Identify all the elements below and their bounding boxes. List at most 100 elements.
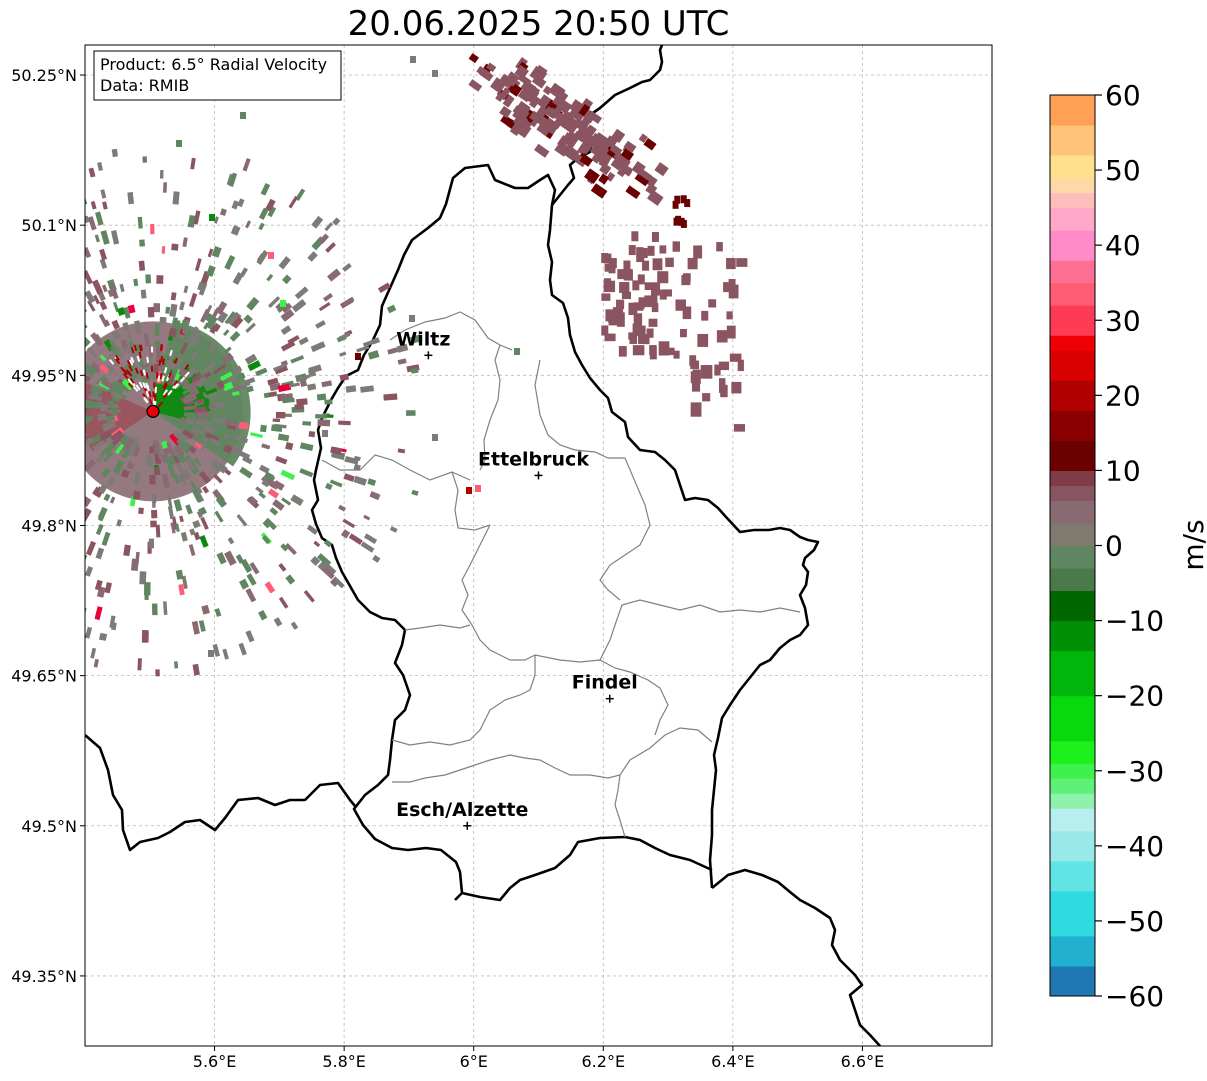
echo-cell xyxy=(85,540,97,556)
echo-cell xyxy=(138,381,144,388)
echo-cell xyxy=(199,535,209,548)
city-label: Findel xyxy=(572,672,638,694)
echo-cell xyxy=(101,531,111,547)
echo-cell xyxy=(163,389,168,396)
echo-cell xyxy=(112,459,125,475)
echo-cell xyxy=(657,271,669,284)
echo-cell xyxy=(198,470,211,484)
echo-cell xyxy=(153,303,161,313)
echo-cell xyxy=(231,316,244,329)
echo-cell xyxy=(202,424,216,434)
echo-cell xyxy=(45,192,51,201)
echo-cell xyxy=(258,464,270,474)
echo-cell xyxy=(294,286,309,300)
echo-cell xyxy=(30,281,41,292)
echo-cell xyxy=(226,173,234,186)
echo-cell xyxy=(144,582,151,596)
echo-cell xyxy=(224,550,237,566)
echo-cell xyxy=(701,310,709,321)
echo-cell xyxy=(576,123,592,140)
echo-cell xyxy=(648,318,658,327)
echo-cell xyxy=(85,215,90,224)
echo-cell xyxy=(43,604,52,613)
map-title: 20.06.2025 20:50 UTC xyxy=(347,4,730,44)
echo-cell xyxy=(47,440,60,451)
echo-cell xyxy=(102,422,112,428)
luxembourg-border xyxy=(310,163,820,901)
echo-cell xyxy=(193,457,202,467)
echo-cell xyxy=(247,495,259,506)
echo-cell xyxy=(288,195,299,209)
echo-cell xyxy=(554,141,571,157)
echo-cell xyxy=(188,544,196,557)
echo-cell xyxy=(697,333,709,347)
echo-cell xyxy=(306,524,319,535)
echo-cell xyxy=(383,393,398,401)
echo-cell xyxy=(110,408,118,415)
echo-cell xyxy=(644,282,653,291)
echo-cell xyxy=(85,459,97,472)
echo-cell xyxy=(690,402,702,417)
echo-cell xyxy=(275,411,286,419)
echo-cell xyxy=(230,225,241,236)
echo-cell xyxy=(169,349,173,357)
echo-cell xyxy=(397,358,407,365)
echo-cell xyxy=(610,258,617,269)
echo-cell xyxy=(215,428,226,438)
echo-cell xyxy=(58,462,70,472)
echo-cell xyxy=(342,518,356,529)
colorbar-band xyxy=(1050,95,1095,126)
echo-cell xyxy=(261,479,271,488)
echo-cell xyxy=(88,167,96,178)
echo-cell xyxy=(65,435,73,441)
echo-cell xyxy=(636,247,644,263)
echo-cell xyxy=(189,326,199,341)
echo-cell xyxy=(155,347,161,361)
echo-cell xyxy=(159,372,163,380)
echo-cell xyxy=(63,443,73,450)
echo-cell xyxy=(98,313,108,326)
echo-cell xyxy=(63,490,71,498)
echo-cell xyxy=(138,351,142,359)
echo-cell xyxy=(139,369,144,377)
echo-cell xyxy=(56,424,67,430)
echo-cell xyxy=(281,497,292,506)
echo-cell xyxy=(164,456,173,472)
echo-cell xyxy=(255,367,268,377)
canton-border xyxy=(404,624,471,631)
echo-cell xyxy=(98,484,108,494)
echo-cell xyxy=(143,333,150,347)
echo-cell xyxy=(159,169,164,179)
echo-cell xyxy=(280,300,286,307)
echo-cell xyxy=(200,516,209,530)
echo-cell xyxy=(198,282,208,296)
echo-cell xyxy=(20,306,29,315)
echo-cell xyxy=(632,323,640,334)
echo-cell xyxy=(0,517,9,526)
echo-cell xyxy=(568,108,584,123)
echo-cell xyxy=(24,288,35,299)
echo-cell xyxy=(85,491,86,501)
lon-tick-label: 6.2°E xyxy=(582,1052,626,1071)
echo-cell xyxy=(587,110,603,124)
echo-cell xyxy=(652,258,663,271)
echo-cell xyxy=(646,328,654,338)
echo-cell xyxy=(71,175,79,183)
echo-cell xyxy=(148,398,153,405)
echo-cell xyxy=(189,528,196,536)
echo-cell xyxy=(99,258,108,269)
colorbar-band xyxy=(1050,793,1095,809)
colorbar-band xyxy=(1050,207,1095,231)
echo-cell xyxy=(130,346,135,354)
echo-cell xyxy=(189,430,201,440)
echo-cell xyxy=(94,234,100,243)
echo-cell xyxy=(10,513,22,524)
echo-cell xyxy=(42,549,54,563)
echo-cell xyxy=(714,364,721,376)
echo-cell xyxy=(129,348,138,359)
echo-cell xyxy=(152,440,160,455)
echo-cell xyxy=(122,321,130,332)
echo-cell xyxy=(94,579,103,591)
echo-cell xyxy=(369,491,379,500)
colorbar-band xyxy=(1050,192,1095,209)
